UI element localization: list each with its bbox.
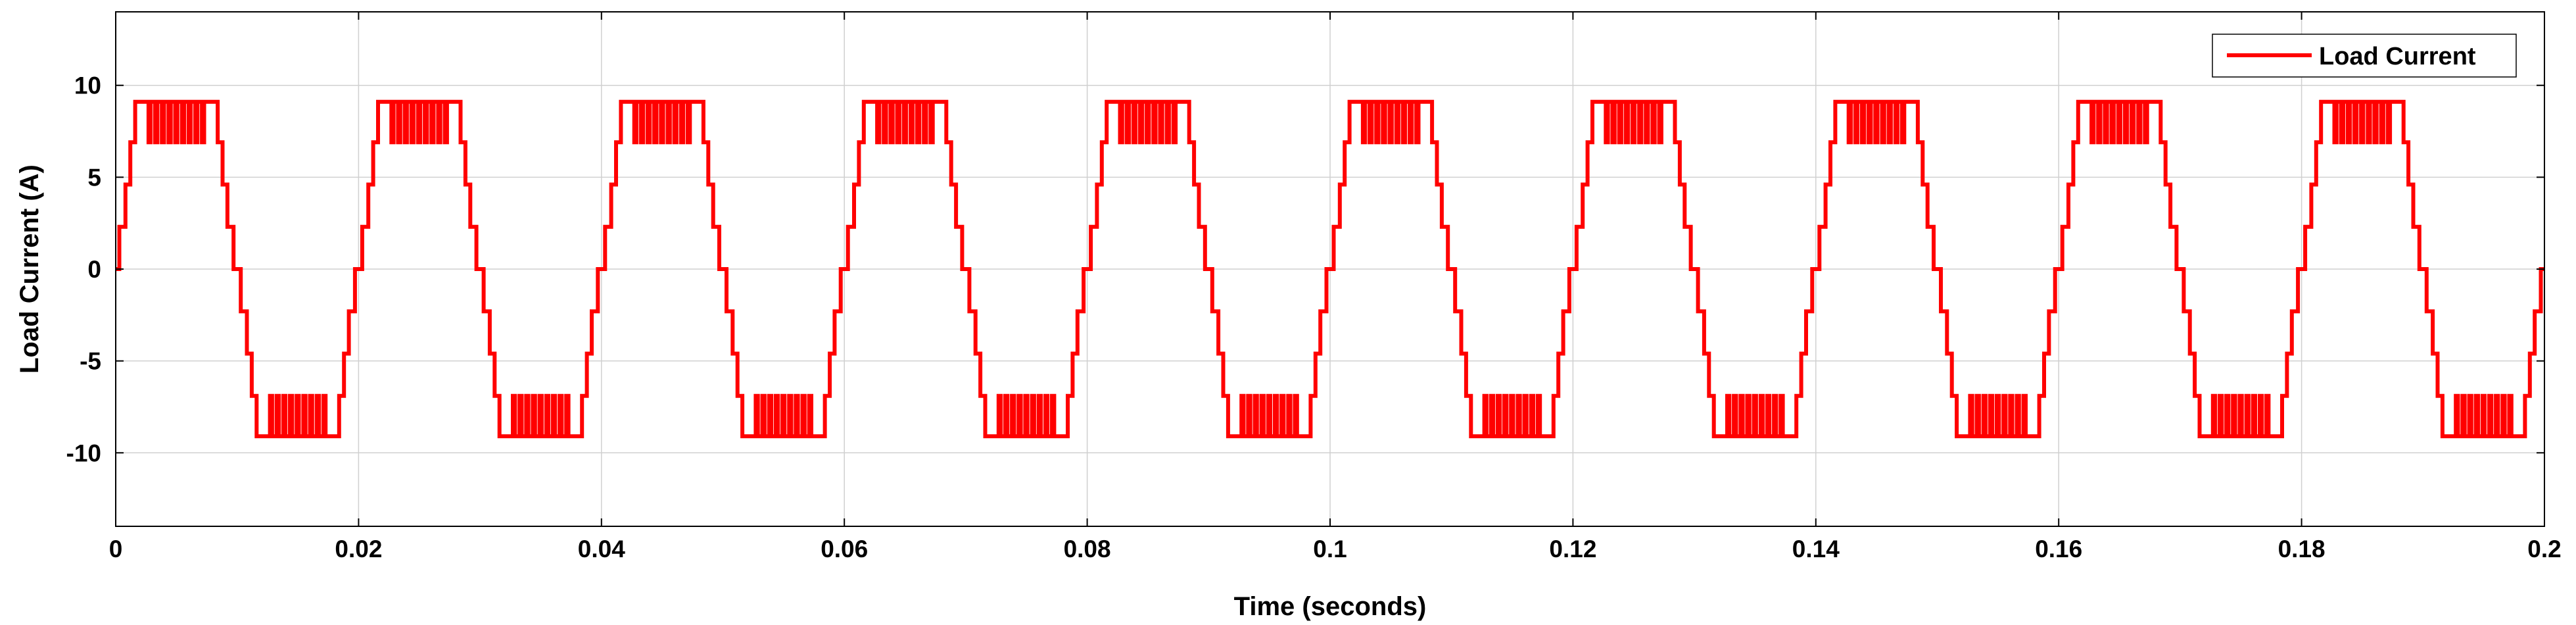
x-tick-label: 0.06 [821, 536, 868, 562]
x-tick-label: 0.16 [2035, 536, 2082, 562]
y-tick-label: -5 [80, 348, 101, 375]
x-tick-label: 0.04 [578, 536, 625, 562]
series-layer [116, 99, 2544, 439]
x-tick-label: 0 [109, 536, 123, 562]
x-tick-label: 0.14 [1792, 536, 1840, 562]
x-tick-label: 0.2 [2527, 536, 2561, 562]
axis-ticks: 0 0.02 0.04 0.06 0.08 0.1 0.12 0.14 0.16 0.18 0.2 -… [66, 12, 2562, 562]
x-tick-label: 0.1 [1313, 536, 1347, 562]
y-tick-label: 5 [87, 164, 101, 191]
x-tick-label: 0.08 [1064, 536, 1111, 562]
legend: Load Current [2212, 34, 2517, 78]
y-axis-label: Load Current (A) [15, 164, 44, 374]
x-tick-label: 0.18 [2278, 536, 2326, 562]
y-tick-label: 0 [87, 256, 101, 283]
y-tick-label: 10 [74, 72, 101, 99]
y-tick-label: -10 [66, 439, 101, 466]
series-line-load-current [116, 99, 2544, 439]
x-axis-label: Time (seconds) [1234, 592, 1427, 621]
legend-label-load-current: Load Current [2319, 43, 2476, 70]
x-tick-label: 0.12 [1549, 536, 1596, 562]
x-tick-label: 0.02 [335, 536, 382, 562]
